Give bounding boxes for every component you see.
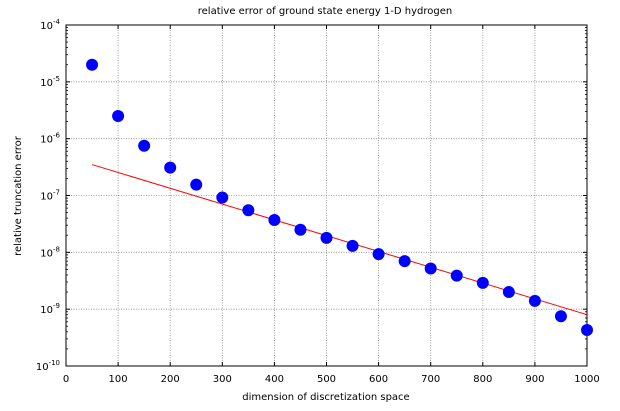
x-tick-label: 400: [265, 374, 284, 385]
data-point: [528, 294, 541, 307]
data-point: [372, 248, 385, 261]
x-tick-label: 500: [317, 374, 336, 385]
x-tick-label: 800: [473, 374, 492, 385]
x-tick-label: 700: [421, 374, 440, 385]
data-point: [424, 262, 437, 275]
ticks: 0 100 200 300 400 500 600 700 800 900 1000 10-10 10-…: [36, 18, 600, 385]
series: [86, 58, 593, 336]
data-point: [138, 139, 151, 152]
x-tick-label: 600: [369, 374, 388, 385]
data-point: [216, 191, 229, 204]
data-point: [398, 255, 411, 268]
x-tick-label: 100: [109, 374, 128, 385]
data-point: [242, 204, 255, 217]
x-tick-label: 0: [63, 374, 69, 385]
data-point: [346, 239, 359, 252]
data-point: [450, 269, 463, 282]
x-tick-label: 200: [161, 374, 180, 385]
x-tick-label: 300: [213, 374, 232, 385]
y-tick-label: 10-9: [40, 302, 60, 316]
chart-title: relative error of ground state energy 1-…: [198, 6, 453, 17]
x-tick-label: 900: [525, 374, 544, 385]
grid: [66, 25, 587, 366]
data-point: [502, 286, 515, 299]
y-tick-label: 10-4: [40, 18, 60, 32]
y-axis-label: relative truncation error: [13, 135, 24, 256]
data-point: [268, 214, 281, 227]
x-tick-label: 1000: [574, 374, 599, 385]
y-tick-label: 10-8: [40, 245, 60, 259]
y-tick-label: 10-5: [40, 75, 60, 89]
y-tick-label: 10-6: [40, 132, 60, 146]
data-point: [320, 231, 333, 244]
data-point: [294, 223, 307, 236]
y-tick-label: 10-7: [40, 189, 60, 203]
data-point: [476, 276, 489, 289]
data-point: [86, 58, 99, 71]
y-tick-label: 10-10: [36, 359, 60, 373]
data-point: [112, 110, 125, 123]
data-point: [190, 178, 203, 191]
data-point: [554, 310, 567, 323]
x-axis-label: dimension of discretization space: [242, 392, 409, 403]
data-point: [581, 323, 593, 336]
data-point: [164, 161, 177, 174]
